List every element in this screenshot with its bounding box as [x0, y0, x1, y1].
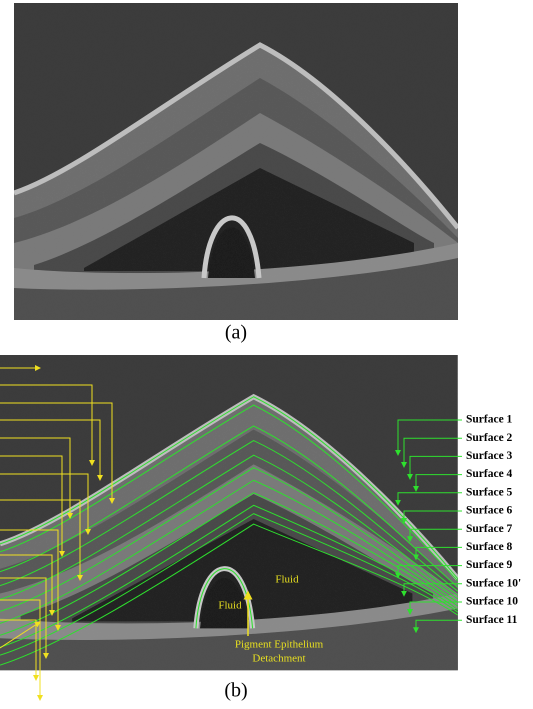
caption: (a) — [225, 322, 247, 344]
layer-arrow — [0, 419, 103, 481]
surface-arrow — [407, 601, 462, 615]
surface-arrow — [407, 528, 462, 543]
layer-arrow — [0, 619, 39, 681]
layer-arrow — [0, 599, 43, 701]
annotation-arrows — [0, 365, 462, 701]
surface-line — [0, 513, 459, 656]
surface-label: Surface 9 — [466, 559, 513, 571]
surface-label: Surface 8 — [466, 541, 513, 553]
surface-arrow — [395, 419, 462, 456]
surface-label: Surface 6 — [466, 505, 513, 517]
surface-line — [0, 467, 459, 612]
surface-label: Surface 5 — [466, 486, 513, 498]
surface-line — [0, 479, 459, 624]
surface-label: Surface 10 — [466, 596, 518, 608]
layer-arrow — [0, 384, 95, 466]
layer-arrow — [0, 577, 49, 659]
surface-label: Surface 2 — [466, 432, 513, 444]
ped-label: Detachment — [252, 653, 305, 665]
surface-line — [0, 396, 459, 579]
oct-image-a — [14, 3, 458, 320]
surface-line — [0, 523, 459, 666]
surface-arrow — [401, 510, 462, 524]
layer-arrow — [0, 529, 61, 631]
surface-arrow — [395, 492, 462, 506]
oct-image — [0, 355, 458, 670]
layer-arrow — [0, 455, 65, 557]
layer-arrow — [0, 621, 41, 649]
surface-line — [0, 454, 459, 600]
surface-line — [0, 504, 459, 648]
surface-arrow — [407, 455, 462, 480]
caption: (b) — [224, 680, 247, 702]
surface-label: Surface 10' — [466, 577, 521, 589]
ped-label: Pigment Epithelium — [235, 639, 324, 651]
surface-arrow — [401, 437, 462, 468]
surface-arrow — [401, 583, 462, 597]
surface-arrow — [413, 619, 462, 634]
layer-arrow — [0, 402, 115, 504]
fluid-label: Fluid — [275, 574, 299, 586]
layer-arrow — [0, 499, 83, 581]
surface-arrow — [395, 565, 462, 579]
layer-arrow — [0, 473, 91, 535]
surface-label: Surface 3 — [466, 450, 513, 462]
surface-line — [0, 440, 459, 592]
surface-label: Surface 7 — [466, 523, 513, 535]
layer-arrow — [0, 554, 55, 616]
surface-label: Surface 4 — [466, 468, 513, 480]
segmentation-lines — [0, 396, 459, 666]
layer-arrow — [0, 437, 73, 519]
surface-line — [0, 425, 459, 588]
fluid-label: Fluid — [218, 600, 242, 612]
surface-arrow — [413, 474, 462, 492]
surface-line — [0, 492, 459, 636]
surface-arrow — [413, 546, 462, 561]
surface-label: Surface 11 — [466, 614, 518, 626]
oct-image-b — [0, 355, 458, 670]
surface-label: Surface 1 — [466, 414, 513, 426]
